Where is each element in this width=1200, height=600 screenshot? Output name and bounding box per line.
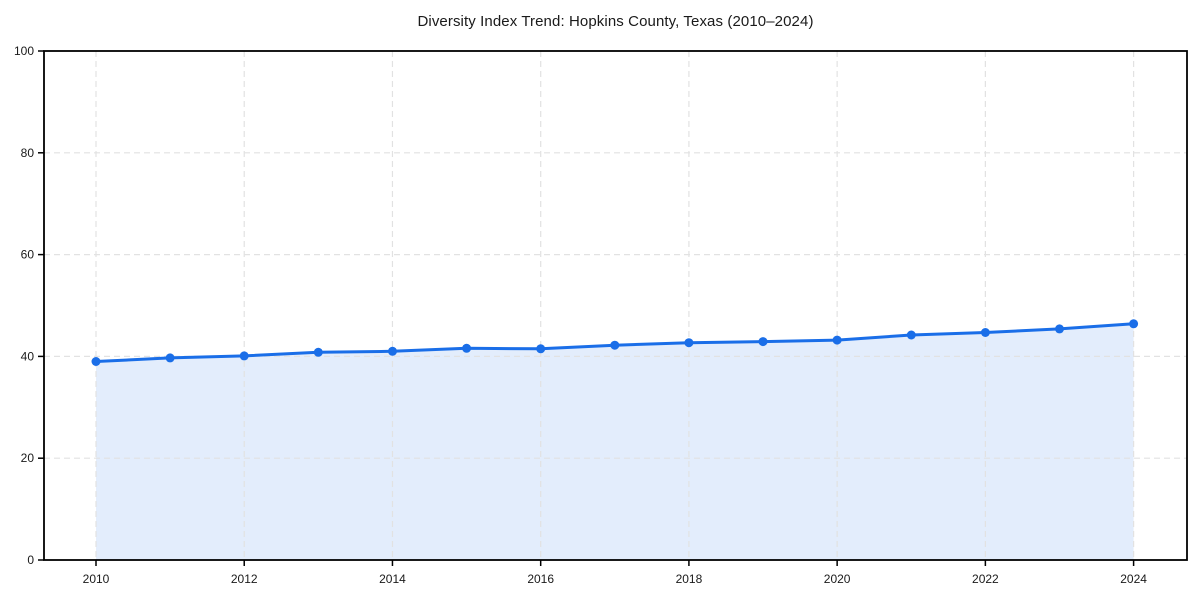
data-point-2013 <box>313 347 323 357</box>
data-point-2018 <box>684 338 694 348</box>
data-point-2019 <box>758 337 768 347</box>
y-tick-label: 0 <box>27 553 34 567</box>
data-point-2024 <box>1129 319 1139 329</box>
data-point-2017 <box>610 340 620 350</box>
data-point-2022 <box>980 328 990 337</box>
x-tick-label: 2010 <box>83 572 110 586</box>
x-tick-label: 2022 <box>972 572 999 586</box>
y-tick-label: 40 <box>21 349 35 363</box>
data-point-2020 <box>832 335 842 345</box>
y-tick-label: 100 <box>14 44 34 58</box>
chart-title: Diversity Index Trend: Hopkins County, T… <box>417 13 814 30</box>
y-tick-label: 20 <box>21 451 35 465</box>
data-point-2014 <box>388 346 397 356</box>
area-fill <box>96 323 1134 560</box>
x-tick-label: 2024 <box>1120 572 1147 586</box>
x-tick-label: 2020 <box>824 572 851 586</box>
data-point-2010 <box>91 357 101 366</box>
data-point-2016 <box>536 344 546 354</box>
y-tick-label: 60 <box>21 248 35 262</box>
data-point-2015 <box>462 343 472 353</box>
x-tick-label: 2014 <box>379 572 406 586</box>
data-point-2023 <box>1055 324 1064 334</box>
data-point-2011 <box>165 353 175 363</box>
x-tick-label: 2016 <box>527 572 554 586</box>
y-tick-label: 80 <box>21 146 35 160</box>
x-tick-label: 2018 <box>676 572 703 586</box>
data-point-2012 <box>239 351 249 361</box>
plot-border <box>43 50 1188 561</box>
data-point-2021 <box>906 330 916 340</box>
x-tick-label: 2012 <box>231 572 258 586</box>
